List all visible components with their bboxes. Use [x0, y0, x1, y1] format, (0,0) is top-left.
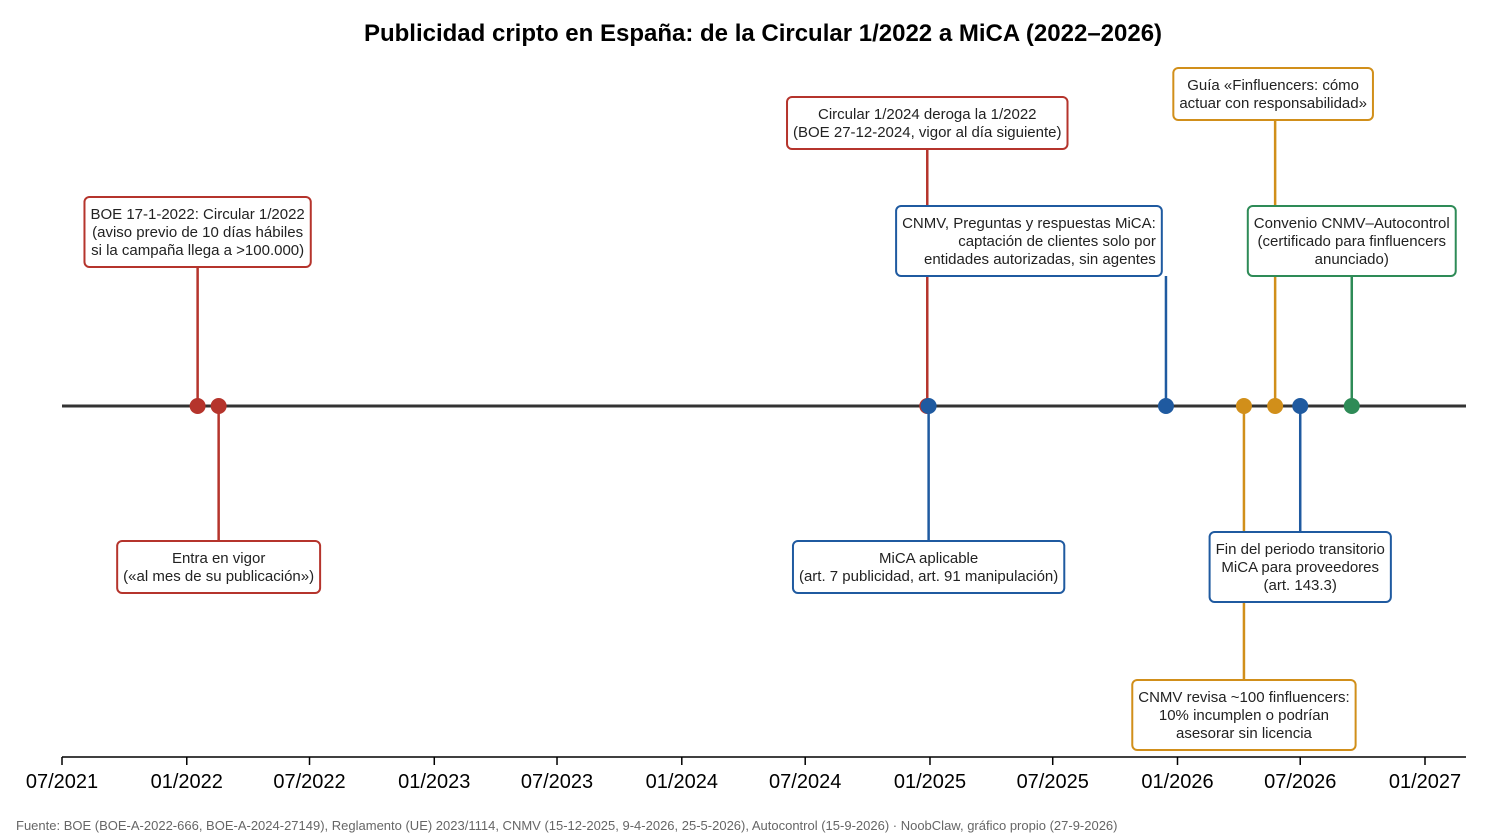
- event-label-line: CNMV, Preguntas y respuestas MiCA:: [902, 215, 1156, 232]
- x-tick-label: 07/2021: [26, 771, 98, 793]
- event-label: CNMV revisa ~100 finfluencers:10% incump…: [1138, 689, 1349, 742]
- event-label-line: si la campaña llega a >100.000): [91, 242, 304, 259]
- event-box: [786, 96, 1069, 150]
- event-box: [116, 540, 322, 594]
- x-tick-label: 01/2026: [1141, 771, 1213, 793]
- x-tick-label: 07/2024: [769, 771, 841, 793]
- event-marker: [1235, 398, 1252, 414]
- event-box: [1131, 679, 1357, 751]
- event-label-line: (BOE 27-12-2024, vigor al día siguiente): [793, 124, 1061, 141]
- event-label-line: anunciado): [1315, 251, 1389, 268]
- event-label-line: captación de clientes solo por: [958, 233, 1156, 250]
- event-label-line: 10% incumplen o podrían: [1159, 707, 1329, 724]
- event-box: [1246, 205, 1457, 277]
- x-tick-label: 07/2022: [273, 771, 345, 793]
- event-entra-en-vigor: Entra en vigor(«al mes de su publicación…: [116, 406, 322, 594]
- event-marker: [1157, 398, 1174, 414]
- event-label: Circular 1/2024 deroga la 1/2022(BOE 27-…: [793, 106, 1061, 141]
- x-axis: 07/2021 01/2022 07/2022 01/2023 07/2023 01/20…: [26, 756, 1466, 793]
- event-marker: [189, 398, 206, 414]
- event-label-line: (art. 7 publicidad, art. 91 manipulación…: [799, 568, 1058, 585]
- x-tick-label: 01/2025: [894, 771, 966, 793]
- event-marker: [210, 398, 227, 414]
- event-label: BOE 17-1-2022: Circular 1/2022(aviso pre…: [90, 206, 304, 259]
- event-circular-2024: Circular 1/2024 deroga la 1/2022(BOE 27-…: [786, 96, 1069, 406]
- event-cnmv-preguntas: CNMV, Preguntas y respuestas MiCA:captac…: [895, 205, 1168, 406]
- event-label-line: MiCA aplicable: [879, 550, 978, 567]
- x-tick-label: 01/2024: [646, 771, 718, 793]
- event-label-line: («al mes de su publicación»): [123, 568, 314, 585]
- x-tick-label: 07/2025: [1017, 771, 1089, 793]
- event-label: CNMV, Preguntas y respuestas MiCA:captac…: [902, 215, 1156, 268]
- event-label-line: CNMV revisa ~100 finfluencers:: [1138, 689, 1349, 706]
- event-marker: [920, 398, 937, 414]
- event-marker: [1343, 398, 1360, 414]
- event-label-line: Entra en vigor: [172, 550, 265, 567]
- x-tick-label: 07/2026: [1264, 771, 1336, 793]
- event-label-line: Fin del periodo transitorio: [1216, 541, 1385, 558]
- event-box: [1208, 531, 1392, 603]
- event-label-line: Convenio CNMV–Autocontrol: [1254, 215, 1450, 232]
- event-label-line: Circular 1/2024 deroga la 1/2022: [818, 106, 1036, 123]
- event-boe-circular-2022: BOE 17-1-2022: Circular 1/2022(aviso pre…: [83, 196, 312, 406]
- source-note: Fuente: BOE (BOE-A-2022-666, BOE-A-2024-…: [16, 818, 1118, 833]
- event-marker: [1267, 398, 1284, 414]
- event-label-line: (certificado para finfluencers: [1258, 233, 1446, 250]
- event-convenio-autocontrol: Convenio CNMV–Autocontrol(certificado pa…: [1246, 205, 1457, 406]
- event-label: Convenio CNMV–Autocontrol(certificado pa…: [1254, 215, 1450, 268]
- event-box: [83, 196, 312, 268]
- chart-title: Publicidad cripto en España: de la Circu…: [364, 20, 1162, 47]
- event-marker: [1292, 398, 1309, 414]
- event-box: [895, 205, 1163, 277]
- event-label-line: entidades autorizadas, sin agentes: [924, 251, 1156, 268]
- event-label-line: BOE 17-1-2022: Circular 1/2022: [90, 206, 304, 223]
- x-tick-label: 01/2022: [151, 771, 223, 793]
- event-box: [791, 540, 1066, 594]
- event-label-line: asesorar sin licencia: [1176, 725, 1313, 742]
- event-cnmv-revisa: CNMV revisa ~100 finfluencers:10% incump…: [1131, 406, 1357, 751]
- x-tick-label: 01/2027: [1389, 771, 1461, 793]
- x-tick-label: 01/2023: [398, 771, 470, 793]
- event-box: [1172, 67, 1374, 121]
- event-label-line: (aviso previo de 10 días hábiles: [92, 224, 303, 241]
- event-label-line: MiCA para proveedores: [1221, 559, 1379, 576]
- event-label-line: Guía «Finfluencers: cómo: [1187, 77, 1359, 94]
- event-label: MiCA aplicable(art. 7 publicidad, art. 9…: [799, 550, 1058, 585]
- event-mica-aplicable: MiCA aplicable(art. 7 publicidad, art. 9…: [791, 406, 1066, 594]
- event-label-line: (art. 143.3): [1264, 577, 1337, 594]
- events: BOE 17-1-2022: Circular 1/2022(aviso pre…: [83, 67, 1457, 751]
- event-label-line: actuar con responsabilidad»: [1179, 95, 1367, 112]
- x-tick-label: 07/2023: [521, 771, 593, 793]
- event-label: Entra en vigor(«al mes de su publicación…: [123, 550, 314, 585]
